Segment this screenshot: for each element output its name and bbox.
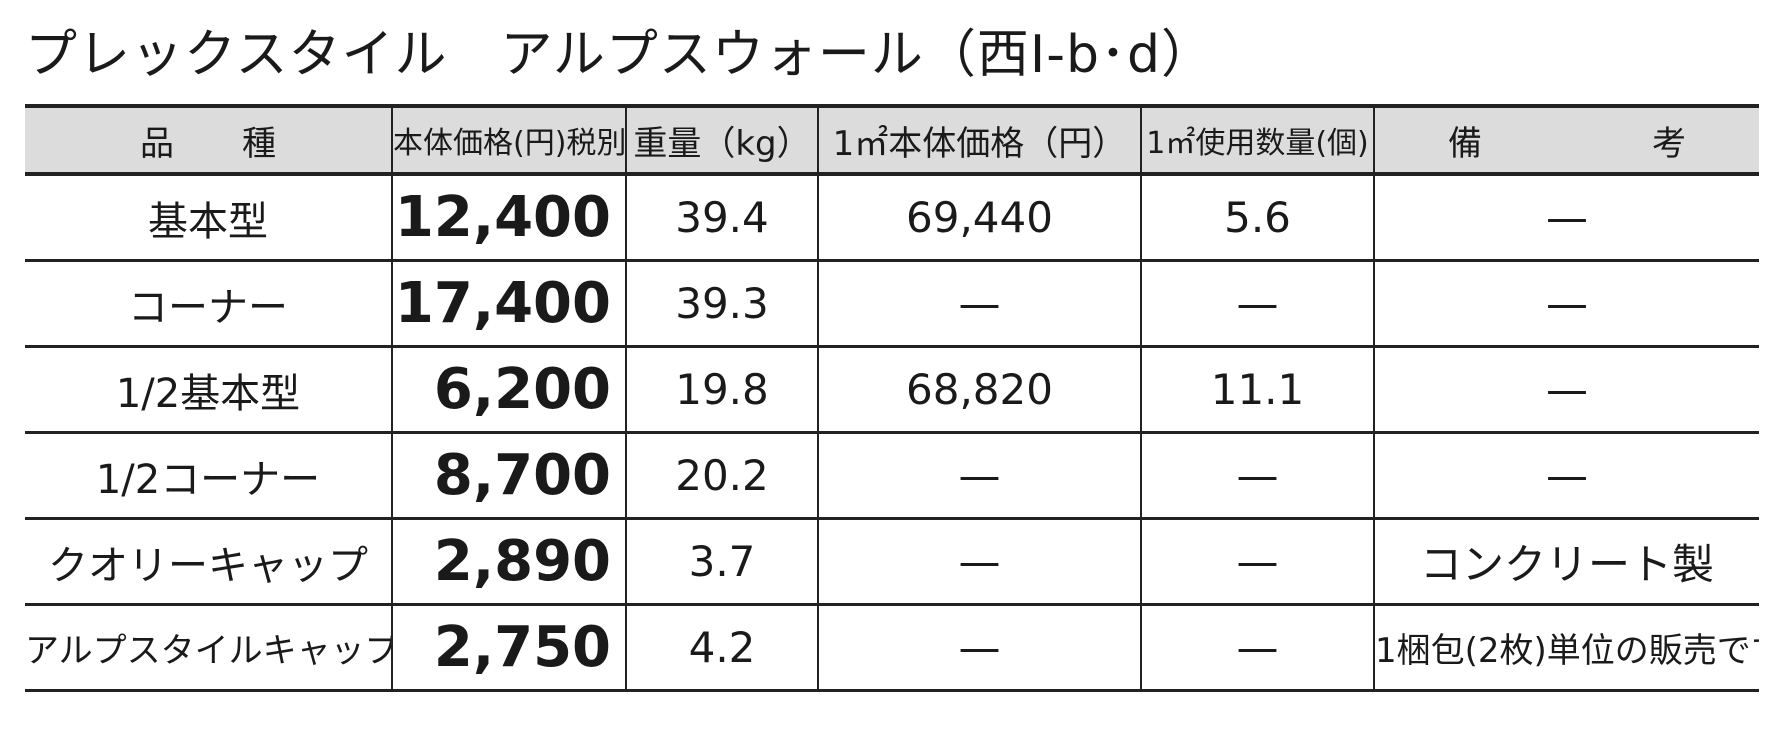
table-cell: — (1373, 432, 1759, 520)
header-row: 品 種本体価格(円)税別 重量（kg） 1㎡本体価格（円） 1㎡使用数量(個) 備 考 (25, 104, 1759, 176)
table-cell: 11.1 (1140, 346, 1374, 434)
table-cell: 1/2基本型 (25, 346, 392, 434)
table-cell: 17,400 (391, 260, 626, 348)
table-cell: — (1140, 518, 1374, 606)
table-row: クオリーキャップ 2,890 3.7— — コンクリート製 (25, 518, 1759, 606)
column-header: 1㎡使用数量(個) (1140, 104, 1374, 176)
table-cell: 2,750 (391, 604, 626, 692)
table-cell: コーナー (25, 260, 392, 348)
table-cell: 2,890 (391, 518, 626, 606)
table-cell: 68,820 (817, 346, 1141, 434)
table-cell: 12,400 (391, 174, 626, 262)
table-row: 基本型 12,400 39.4 69,440 5.6— (25, 174, 1759, 262)
table-body: 基本型 12,400 39.4 69,440 5.6— コーナー 17,400 39.3— — —… (25, 174, 1759, 692)
table-cell: クオリーキャップ (25, 518, 392, 606)
table-cell: — (1140, 260, 1374, 348)
column-header: 品 種 (25, 104, 392, 176)
table-cell: 1梱包(2枚)単位の販売です。 (1373, 604, 1759, 692)
table-cell: 5.6 (1140, 174, 1374, 262)
table-cell: — (817, 432, 1141, 520)
table-cell: — (1373, 260, 1759, 348)
table-cell: — (1373, 174, 1759, 262)
table-cell: 39.3 (625, 260, 818, 348)
table-cell: 20.2 (625, 432, 818, 520)
table-cell: — (1373, 346, 1759, 434)
column-header: 本体価格(円)税別 (391, 104, 626, 176)
table-cell: — (817, 260, 1141, 348)
table-cell: — (1140, 432, 1374, 520)
price-table: 品 種本体価格(円)税別 重量（kg） 1㎡本体価格（円） 1㎡使用数量(個) 備 考 … (25, 104, 1759, 692)
table-cell: コンクリート製 (1373, 518, 1759, 606)
table-cell: 4.2 (625, 604, 818, 692)
table-row: 1/2コーナー 8,700 20.2— — — (25, 432, 1759, 520)
table-row: 1/2基本型 6,200 19.8 68,820 11.1— (25, 346, 1759, 434)
table-row: コーナー 17,400 39.3— — — (25, 260, 1759, 348)
table-cell: 19.8 (625, 346, 818, 434)
table-cell: アルプスタイルキャップ (25, 604, 392, 692)
table-cell: 39.4 (625, 174, 818, 262)
table-cell: 8,700 (391, 432, 626, 520)
table-cell: — (1140, 604, 1374, 692)
table-cell: 基本型 (25, 174, 392, 262)
table-cell: — (817, 518, 1141, 606)
column-header: 1㎡本体価格（円） (817, 104, 1141, 176)
table-cell: — (817, 604, 1141, 692)
table-cell: 69,440 (817, 174, 1141, 262)
title: プレックスタイル アルプスウォール（西Ⅰ-b･d） (25, 25, 1215, 85)
table-cell: 6,200 (391, 346, 626, 434)
table-cell: 3.7 (625, 518, 818, 606)
table-cell: 1/2コーナー (25, 432, 392, 520)
column-header: 備 考 (1373, 104, 1759, 176)
column-header: 重量（kg） (625, 104, 818, 176)
